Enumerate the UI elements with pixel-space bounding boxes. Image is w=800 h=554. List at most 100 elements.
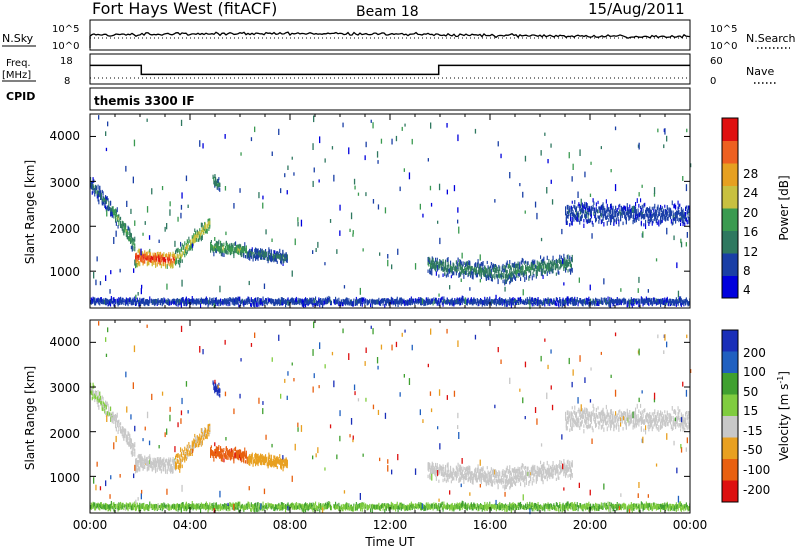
velocity-cell-2 <box>174 465 176 470</box>
power-cell-4 <box>220 248 222 252</box>
power-cell-8 <box>665 210 667 215</box>
power-cell-2 <box>153 261 155 265</box>
power-cell-7 <box>505 262 507 268</box>
power-cell-10 <box>335 300 337 305</box>
power-cell-10 <box>500 299 502 305</box>
power-cell-8 <box>645 224 647 229</box>
power-cell-10 <box>585 297 587 302</box>
power-cell-10 <box>673 301 675 306</box>
power-cell-10 <box>110 296 112 301</box>
power-cell-10 <box>483 299 485 305</box>
power-cell-10 <box>547 297 549 303</box>
power-cell-8 <box>610 203 612 209</box>
power-cell-10 <box>218 299 220 304</box>
power-cell-2 <box>167 261 169 266</box>
power-cell-sparse <box>214 174 216 178</box>
power-cell-7 <box>538 265 540 269</box>
power-cell-1 <box>126 230 128 235</box>
power-cell-10 <box>654 297 656 303</box>
power-cell-7 <box>533 274 535 278</box>
power-cell-6 <box>497 270 499 274</box>
power-cell-sparse <box>430 122 432 129</box>
power-cell-10 <box>305 300 307 306</box>
power-cell-10 <box>256 302 258 308</box>
power-cell-10 <box>604 298 606 303</box>
power-cell-10 <box>384 303 386 308</box>
velocity-cell-2 <box>145 462 147 466</box>
power-cell-2 <box>141 256 143 261</box>
power-cell-10 <box>680 298 682 302</box>
power-cell-10 <box>285 302 287 308</box>
power-cell-10 <box>168 299 170 303</box>
velocity-cell-4 <box>233 459 235 464</box>
freq-frame <box>89 53 691 85</box>
power-cell-7 <box>555 263 557 269</box>
velocity-cell-0 <box>99 391 101 396</box>
power-cell-7 <box>519 261 521 267</box>
power-cell-10 <box>567 301 569 307</box>
velocity-cell-2 <box>144 464 146 469</box>
power-cell-10 <box>515 299 517 304</box>
power-cell-7 <box>505 265 507 271</box>
power-cell-6 <box>485 267 487 272</box>
power-cell-7 <box>565 261 567 265</box>
power-cell-7 <box>561 262 563 267</box>
power-cell-6 <box>490 268 492 273</box>
power-cell-sparse <box>376 151 379 158</box>
power-cell-0 <box>94 192 96 197</box>
power-cell-10 <box>563 303 565 307</box>
power-cell-8 <box>591 220 593 225</box>
velocity-cell-1 <box>118 419 120 424</box>
power-cell-sparse <box>563 282 565 286</box>
velocity-cell-5 <box>249 454 251 458</box>
power-cell-10 <box>109 301 111 305</box>
power-cell-sparse <box>336 249 338 254</box>
power-cell-10 <box>380 299 382 303</box>
power-cell-sparse <box>318 179 320 183</box>
power-cell-10 <box>523 300 525 304</box>
power-cell-sparse <box>349 228 351 232</box>
power-cell-10 <box>530 299 532 304</box>
power-cell-10 <box>324 301 326 305</box>
power-cell-1 <box>125 231 127 236</box>
velocity-cell-5 <box>275 456 277 462</box>
power-cell-10 <box>293 300 295 304</box>
power-cell-4 <box>217 243 219 248</box>
power-cell-3 <box>193 236 195 241</box>
power-cell-6 <box>455 266 457 270</box>
power-cell-sparse <box>580 198 582 206</box>
velocity-cell-5 <box>249 458 251 463</box>
power-cell-10 <box>387 299 389 304</box>
velocity-cell-4 <box>213 452 215 457</box>
power-cell-6 <box>431 265 433 269</box>
power-cell-10 <box>116 298 118 303</box>
power-cell-2 <box>136 258 138 262</box>
power-cell-10 <box>285 300 287 304</box>
power-cell-8 <box>661 214 663 219</box>
power-cell-sparse <box>666 227 668 235</box>
velocity-cell-2 <box>159 457 161 461</box>
power-cell-sparse <box>508 263 511 268</box>
velocity-cell-4 <box>225 454 227 459</box>
power-cell-2 <box>144 259 146 264</box>
velocity-cell-5 <box>268 452 270 458</box>
power-cell-10 <box>544 301 546 307</box>
power-cell-10 <box>216 302 218 306</box>
power-cell-10 <box>680 296 682 301</box>
power-cell-7 <box>554 260 556 265</box>
velocity-cell-5 <box>269 460 271 465</box>
power-cell-10 <box>100 299 102 305</box>
power-cell-8 <box>638 213 640 218</box>
power-cell-4 <box>214 246 216 251</box>
power-cell-3 <box>200 232 202 238</box>
velocity-cell-4 <box>217 452 219 457</box>
power-cell-10 <box>650 298 652 302</box>
power-cell-2 <box>157 251 159 256</box>
power-cell-1 <box>130 232 132 238</box>
power-cell-sparse <box>105 147 108 152</box>
power-cell-7 <box>518 266 520 270</box>
power-cell-6 <box>428 259 430 264</box>
power-cell-3 <box>186 239 188 244</box>
power-cell-8 <box>570 221 572 226</box>
power-cell-8 <box>615 205 617 211</box>
